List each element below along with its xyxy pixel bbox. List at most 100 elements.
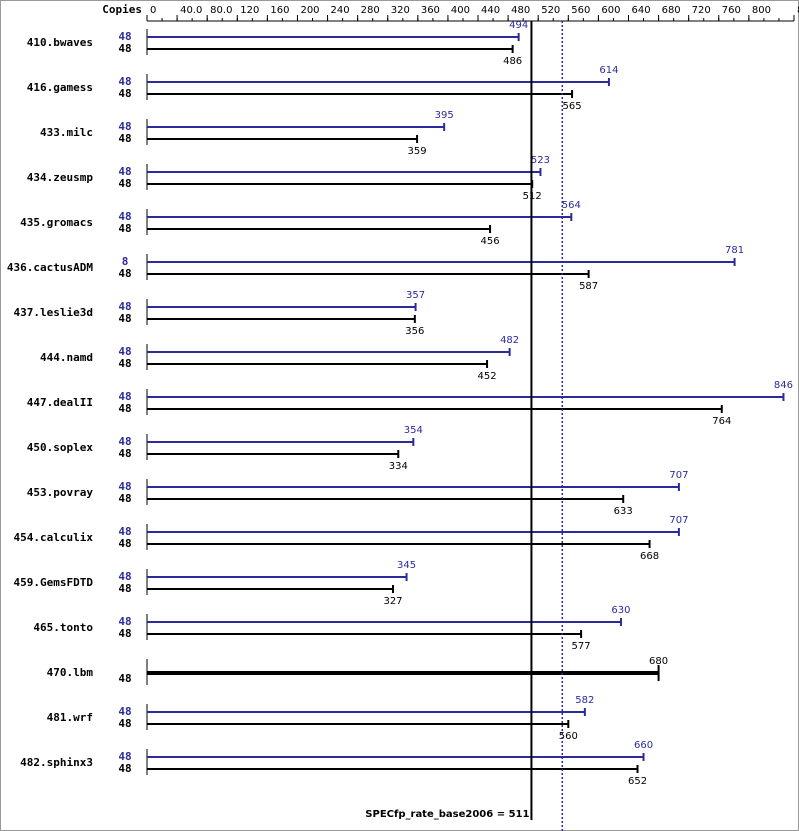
value-label: 707 [669,515,688,526]
value-label: 565 [563,101,582,112]
value-label: 523 [531,155,550,166]
value-label: 345 [397,560,416,571]
benchmark-name: 416.gamess [27,81,93,94]
copies-label: 48 [118,75,131,88]
benchmark-name: 433.milc [40,126,93,139]
x-tick-label: 160 [270,5,289,16]
x-tick-label: 560 [571,5,590,16]
x-tick-label: 440 [481,5,500,16]
x-tick-label: 520 [541,5,560,16]
value-label: 494 [509,20,528,31]
x-tick-label: 800 [752,5,771,16]
value-label: 582 [575,695,594,706]
x-tick-label: 80.0 [210,5,232,16]
value-label: 359 [408,146,427,157]
copies-label: 48 [118,480,131,493]
x-tick-label: 600 [601,5,620,16]
copies-label: 48 [118,87,131,100]
copies-label: 48 [118,615,131,628]
benchmark-name: 447.dealII [27,396,93,409]
benchmark-name: 481.wrf [47,711,93,724]
value-label: 668 [640,551,659,562]
benchmark-name: 435.gromacs [20,216,93,229]
value-label: 354 [404,425,423,436]
copies-label: 48 [118,267,131,280]
benchmark-name: 454.calculix [14,531,94,544]
x-tick-label: 120 [240,5,259,16]
copies-label: 48 [118,357,131,370]
benchmark-name: 450.soplex [27,441,94,454]
copies-label: 48 [118,345,131,358]
value-label: 560 [559,731,578,742]
copies-label: 48 [118,300,131,313]
value-label: 564 [562,200,581,211]
axis-label: Copies [102,3,142,16]
benchmark-name: 470.lbm [47,666,94,679]
benchmark-name: 465.tonto [33,621,93,634]
copies-label: 48 [118,570,131,583]
copies-label: 48 [118,402,131,415]
value-label: 456 [481,236,500,247]
value-label: 764 [712,416,731,427]
value-label: 334 [389,461,408,472]
copies-label: 48 [118,222,131,235]
benchmark-name: 410.bwaves [27,36,93,49]
value-label: 630 [611,605,630,616]
x-tick-label: 860 [797,5,799,16]
reference-label: SPECfp_rate_base2006 = 511 [365,809,529,820]
copies-label: 48 [118,627,131,640]
value-label: 356 [405,326,424,337]
copies-label: 48 [118,537,131,550]
value-label: 614 [599,65,618,76]
copies-label: 48 [118,717,131,730]
benchmark-name: 482.sphinx3 [20,756,93,769]
value-label: 680 [649,656,668,667]
value-label: 395 [435,110,454,121]
benchmark-name: 459.GemsFDTD [14,576,94,589]
value-label: 660 [634,740,653,751]
x-tick-label: 480 [511,5,530,16]
copies-label: 48 [118,177,131,190]
copies-label: 48 [118,390,131,403]
x-tick-label: 360 [421,5,440,16]
x-tick-label: 200 [300,5,319,16]
benchmark-name: 437.leslie3d [14,306,93,319]
x-tick-label: 400 [451,5,470,16]
value-label: 707 [669,470,688,481]
copies-label: 48 [118,132,131,145]
copies-label: 48 [118,525,131,538]
value-label: 452 [478,371,497,382]
copies-label: 48 [118,435,131,448]
value-label: 846 [774,380,793,391]
x-tick-label: 320 [391,5,410,16]
benchmark-name: 444.namd [40,351,93,364]
copies-label: 48 [118,447,131,460]
benchmark-name: 434.zeusmp [27,171,94,184]
x-tick-label: 0 [150,5,156,16]
value-label: 577 [572,641,591,652]
value-label: 633 [614,506,633,517]
copies-label: 48 [118,492,131,505]
x-tick-label: 280 [361,5,380,16]
value-label: 357 [406,290,425,301]
copies-label: 48 [118,705,131,718]
x-tick-label: 240 [331,5,350,16]
copies-label: 48 [118,762,131,775]
copies-label: 48 [118,42,131,55]
x-tick-label: 760 [722,5,741,16]
copies-label: 48 [118,750,131,763]
value-label: 652 [628,776,647,787]
x-tick-label: 40.0 [180,5,202,16]
copies-label: 48 [118,672,131,685]
copies-label: 48 [118,582,131,595]
copies-label: 48 [118,210,131,223]
value-label: 327 [383,596,402,607]
value-label: 587 [579,281,598,292]
benchmark-name: 436.cactusADM [7,261,93,274]
benchmark-name: 453.povray [27,486,94,499]
copies-label: 48 [118,120,131,133]
value-label: 781 [725,245,744,256]
x-tick-label: 640 [631,5,650,16]
copies-label: 48 [118,30,131,43]
